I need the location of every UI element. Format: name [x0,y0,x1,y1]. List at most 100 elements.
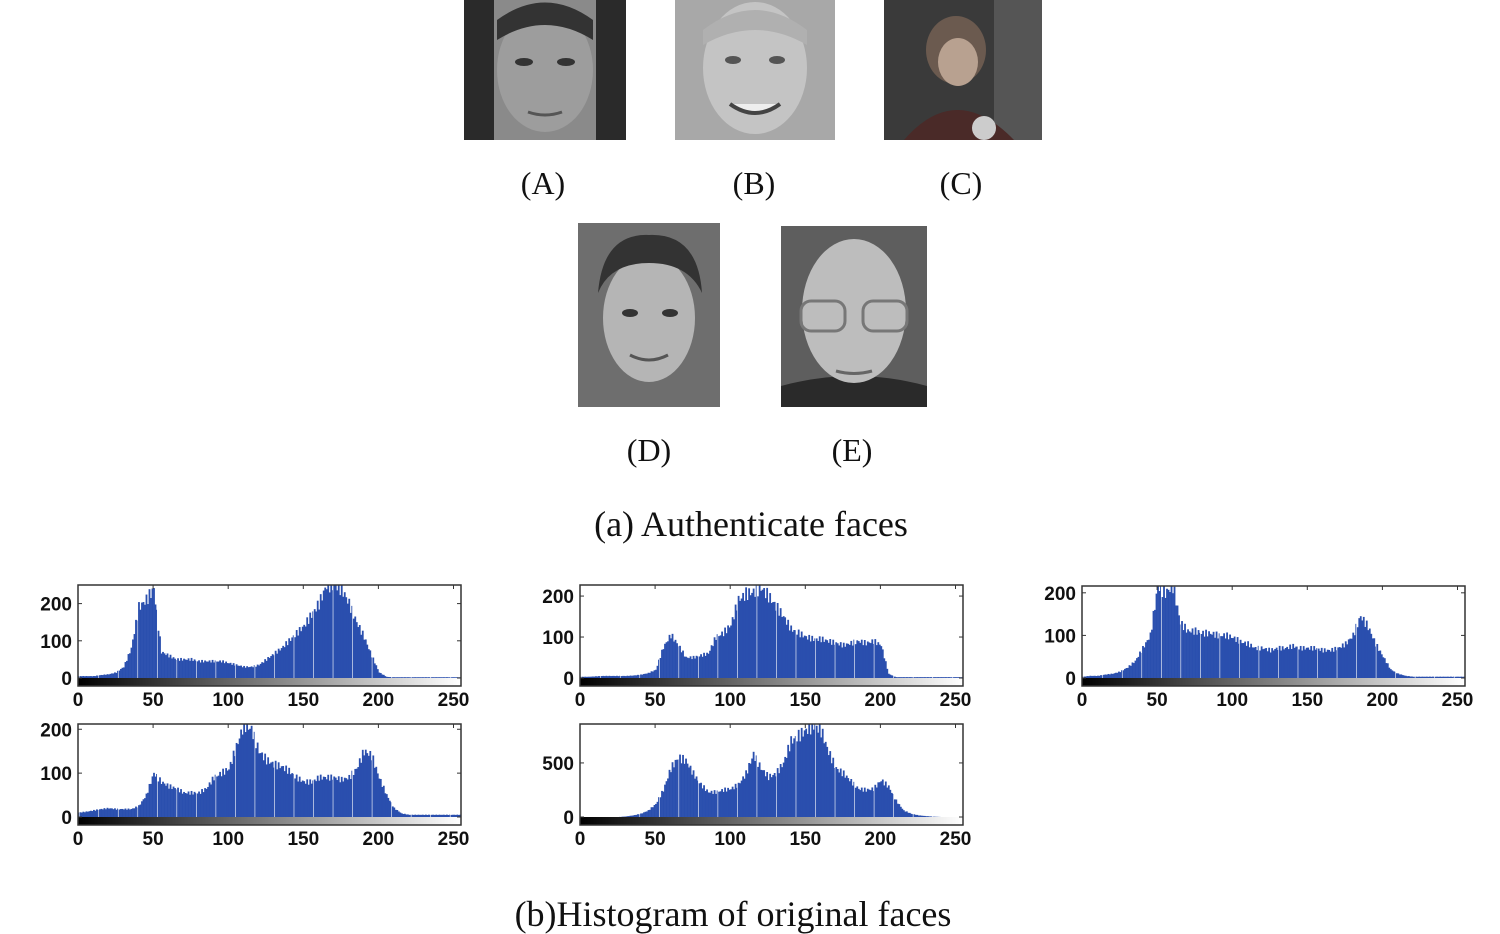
histogram-bar [96,675,98,678]
histogram-bar [757,596,760,678]
histogram-bar [189,660,191,678]
histogram-bar [223,663,226,678]
histogram-bar [863,787,866,817]
grayscale-colorbar [580,678,963,686]
histogram-bar [665,781,668,817]
histogram-bar [640,674,642,678]
grayscale-colorbar [1082,678,1465,686]
caption-b: (b)Histogram of original faces [514,894,952,934]
histogram-bar [1344,641,1347,678]
histogram-bar [667,641,669,678]
histogram-bar [139,609,142,678]
histogram-bar [339,782,342,817]
histogram-bar [619,675,620,678]
histogram-bar [1226,632,1228,678]
histogram-bar [82,675,85,678]
histogram-bar [704,791,707,817]
histogram-bar [355,622,358,678]
histogram-bar [445,814,448,817]
histogram-bar [1113,673,1116,678]
histogram-bar [345,597,348,678]
histogram-bar [1103,674,1105,678]
histogram-bar [423,814,426,817]
histogram-bar [187,658,190,678]
histogram-bar [1403,675,1406,678]
histogram-bar [409,814,411,817]
histogram-bar [396,810,399,817]
histogram-bar [400,813,403,817]
histogram-bar [923,815,926,817]
histogram-bar [286,645,289,678]
histogram-bar [880,646,883,678]
histogram-bar [1227,639,1230,678]
histogram-bar [186,793,188,817]
histogram-bar [730,789,732,817]
histogram-bar [417,677,420,678]
histogram-bar [1436,676,1439,678]
histogram-bar [1421,676,1424,678]
histogram-bar [174,788,176,817]
histogram-bar [339,595,342,678]
histogram-bar [345,778,348,817]
histogram-bar [920,677,923,678]
histogram-bar [100,808,103,817]
histogram-bar [680,763,683,817]
histogram-bar [1338,647,1341,678]
histogram-bar [677,759,679,817]
histogram-bar [208,660,211,678]
histogram-bar [1088,676,1090,678]
histogram-bar [253,665,255,678]
histogram-bar [132,808,134,817]
histogram-bar [1145,642,1147,678]
histogram-bar [196,661,199,678]
histogram-bar [115,672,118,678]
histogram-bar [244,732,247,817]
histogram-bar [241,734,244,817]
histogram-bar [772,774,775,817]
histogram-bar [247,667,250,678]
histogram-bar [920,815,923,817]
histogram-bar [114,808,116,817]
histogram-bar [602,675,605,678]
histogram-bar [217,661,220,678]
histogram-bar [859,790,862,817]
histogram-bar [904,677,907,678]
histogram-bar [169,784,172,817]
histogram-bar [207,661,209,678]
histogram-bar [388,800,391,817]
histogram-bar [1248,647,1251,678]
histogram-bar [103,808,106,817]
histogram-bar [1199,632,1201,678]
histogram-bar [346,603,349,678]
histogram-bar [325,589,328,678]
histogram-bar [382,674,385,678]
histogram-bar [435,814,438,817]
x-tick-label: 250 [940,829,972,850]
histogram-bar [1446,676,1449,678]
histogram-bar [243,724,246,817]
x-tick-label: 0 [1077,690,1088,711]
histogram-bar [343,777,346,817]
histogram-bar [917,677,920,678]
histogram-bar [373,663,376,678]
histogram-bar [685,758,687,817]
histogram-bar [90,810,92,817]
histogram-bar [787,744,790,817]
histogram-bar [878,782,881,817]
histogram-bar [379,778,382,817]
histogram-bar [348,598,351,678]
histogram-bar [103,674,106,678]
histogram-bar [1280,650,1283,678]
histogram-bar [312,611,314,678]
histogram-bar [952,677,955,678]
histogram-bar [628,675,630,678]
histogram-bar [324,587,327,678]
histogram-bar [216,661,218,678]
histogram-bar [1307,647,1310,678]
histogram-bar [898,677,901,678]
histogram-bar [1376,643,1379,678]
histogram-bar [856,640,859,678]
histogram-bar [204,660,206,678]
histogram-bar [402,677,405,678]
histogram-bar [625,816,627,817]
